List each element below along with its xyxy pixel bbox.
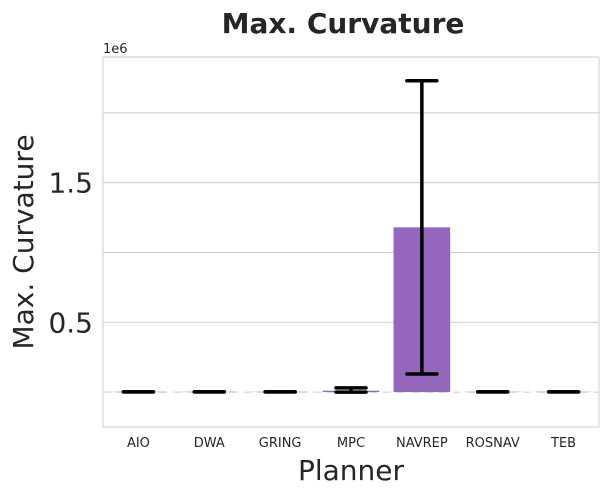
- x-axis-label: Planner: [298, 454, 405, 487]
- y-offset-label: 1e6: [103, 42, 128, 57]
- x-tick-label: GRING: [259, 436, 302, 451]
- plot-area: [102, 56, 600, 428]
- x-tick-label: MPC: [337, 436, 365, 451]
- x-tick-label: DWA: [194, 436, 225, 451]
- x-tick-label: AIO: [127, 436, 150, 451]
- error-bars: [121, 78, 581, 394]
- y-tick-labels: 0.5 1.5: [48, 167, 93, 340]
- y-axis-label: Max. Curvature: [7, 134, 40, 349]
- chart-title: Max. Curvature: [222, 7, 465, 40]
- x-tick-label: TEB: [550, 436, 576, 451]
- x-tick-label: ROSNAV: [466, 436, 520, 451]
- y-tick-label: 1.5: [48, 167, 93, 200]
- x-tick-labels: AIO DWA GRING MPC NAVREP ROSNAV TEB: [127, 436, 576, 451]
- y-tick-label: 0.5: [48, 306, 93, 339]
- x-tick-label: NAVREP: [396, 436, 448, 451]
